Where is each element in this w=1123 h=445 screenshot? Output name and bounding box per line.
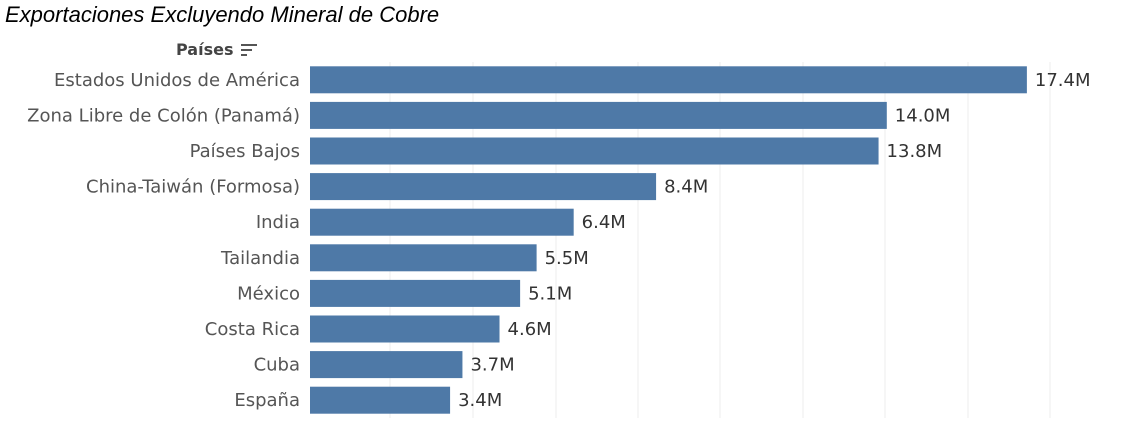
category-label: Cuba xyxy=(254,355,300,376)
category-label: India xyxy=(256,212,300,233)
category-label: España xyxy=(234,390,300,411)
bar[interactable] xyxy=(310,279,521,307)
category-label: Estados Unidos de América xyxy=(54,70,300,91)
category-label: Costa Rica xyxy=(205,319,300,340)
category-label: Zona Libre de Colón (Panamá) xyxy=(27,105,300,126)
bar[interactable] xyxy=(310,173,657,201)
bar[interactable] xyxy=(310,137,879,165)
category-label: Tailandia xyxy=(220,248,300,269)
dimension-header[interactable]: Países xyxy=(176,38,258,60)
bar[interactable] xyxy=(310,315,500,343)
category-label: China-Taiwán (Formosa) xyxy=(86,177,300,198)
bar[interactable] xyxy=(310,244,537,272)
bar[interactable] xyxy=(310,386,451,414)
value-label: 3.4M xyxy=(458,390,502,411)
value-label: 5.5M xyxy=(545,248,589,269)
bar[interactable] xyxy=(310,66,1027,94)
value-label: 4.6M xyxy=(508,319,552,340)
sort-descending-icon[interactable] xyxy=(241,42,258,56)
value-label: 8.4M xyxy=(664,177,708,198)
chart-title: Exportaciones Excluyendo Mineral de Cobr… xyxy=(5,2,440,27)
value-label: 5.1M xyxy=(528,283,572,304)
bar[interactable] xyxy=(310,101,887,129)
value-label: 3.7M xyxy=(470,355,514,376)
category-label: México xyxy=(237,283,300,304)
dimension-label: Países xyxy=(176,39,234,59)
value-label: 14.0M xyxy=(895,105,951,126)
value-label: 17.4M xyxy=(1035,70,1091,91)
value-label: 6.4M xyxy=(582,212,626,233)
bar[interactable] xyxy=(310,208,574,236)
value-label: 13.8M xyxy=(887,141,943,162)
bar[interactable] xyxy=(310,351,463,379)
category-label: Países Bajos xyxy=(190,141,300,162)
